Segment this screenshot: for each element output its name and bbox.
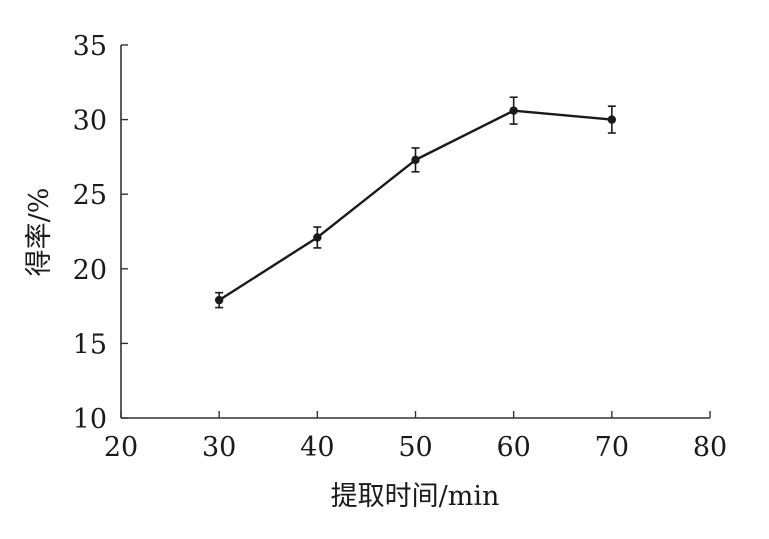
y-axis-label: 得率/% xyxy=(24,188,55,277)
y-tick-label: 15 xyxy=(73,329,107,360)
data-point xyxy=(607,115,617,124)
y-tick-label: 10 xyxy=(73,404,107,435)
x-tick-label: 40 xyxy=(300,432,334,463)
series xyxy=(214,96,617,309)
x-tick-label: 20 xyxy=(104,432,138,463)
y-tick-label: 35 xyxy=(73,31,107,62)
y-tick-label: 25 xyxy=(73,180,107,211)
x-tick-label: 50 xyxy=(398,432,432,463)
x-tick-label: 70 xyxy=(595,432,629,463)
y-tick-label: 20 xyxy=(73,255,107,286)
x-tick-label: 30 xyxy=(202,432,236,463)
data-point xyxy=(509,106,518,115)
y-tick-label: 30 xyxy=(73,106,107,137)
axes xyxy=(120,45,710,419)
series-line xyxy=(218,109,612,302)
data-point xyxy=(313,233,322,242)
data-point xyxy=(214,295,224,305)
x-axis-label: 提取时间/min xyxy=(331,481,500,512)
ticks: 10 15 20 25 30 35 20 30 40 50 60 70 80 xyxy=(73,31,728,463)
x-tick-label: 80 xyxy=(693,432,727,463)
data-point xyxy=(411,155,420,165)
x-tick-label: 60 xyxy=(496,432,530,463)
